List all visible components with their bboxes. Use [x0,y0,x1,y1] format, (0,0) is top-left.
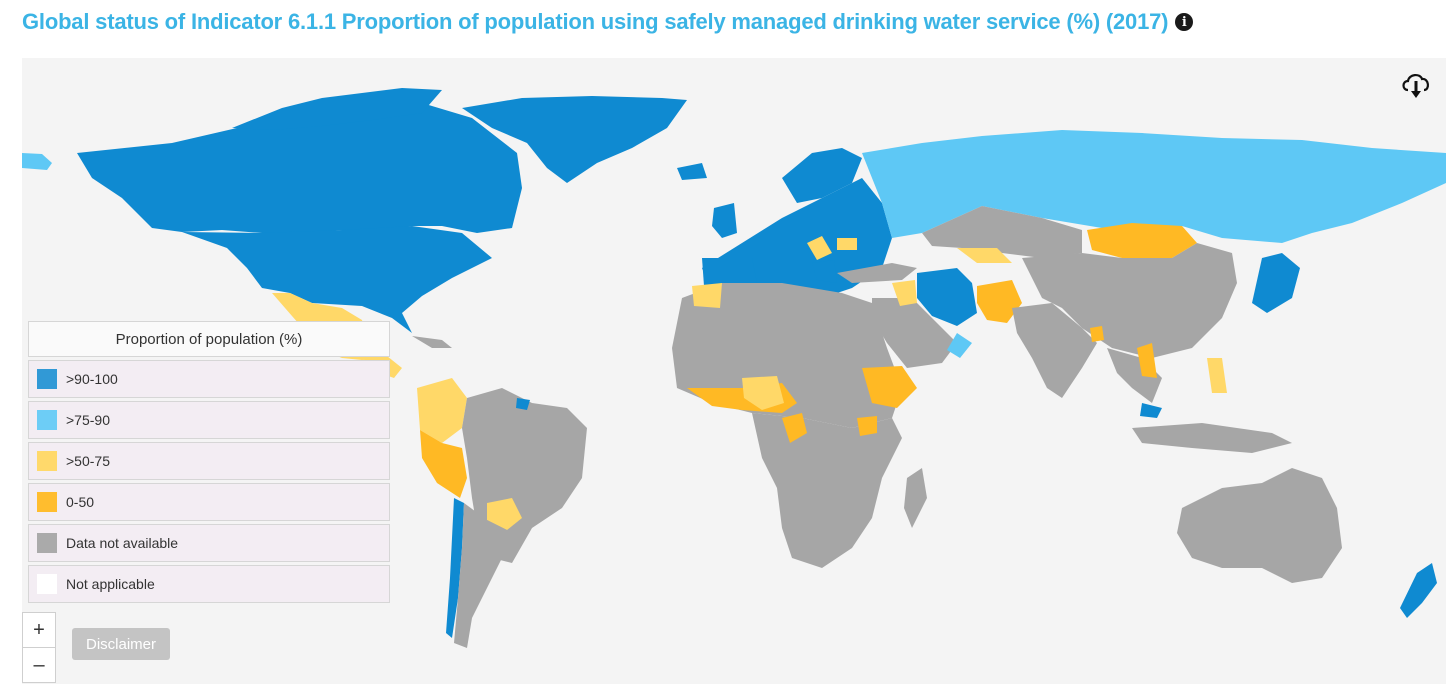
map-legend: Proportion of population (%) >90-100 >75… [28,321,390,603]
region-ethiopia[interactable] [862,366,917,408]
region-iraq[interactable] [892,280,917,306]
legend-item-high[interactable]: >75-90 [28,401,390,439]
legend-label: 0-50 [66,494,95,510]
region-alaska[interactable] [22,153,52,170]
region-turkey[interactable] [837,263,917,283]
region-greenland[interactable] [462,96,687,183]
region-canada-islands[interactable] [232,88,442,130]
cloud-download-icon[interactable] [1398,66,1434,102]
region-malaysia[interactable] [1140,403,1162,418]
page-title: Global status of Indicator 6.1.1 Proport… [22,9,1194,35]
region-chile[interactable] [446,498,464,638]
legend-swatch [37,492,57,512]
region-argentina[interactable] [454,503,507,648]
legend-item-low[interactable]: 0-50 [28,483,390,521]
legend-item-not-applicable[interactable]: Not applicable [28,565,390,603]
region-philippines[interactable] [1207,358,1227,393]
legend-swatch [37,369,57,389]
region-caribbean[interactable] [412,336,452,348]
region-kazakhstan[interactable] [922,206,1082,258]
region-australia[interactable] [1177,468,1342,583]
region-indonesia[interactable] [1132,423,1292,453]
region-canada[interactable] [77,103,522,233]
region-scandinavia[interactable] [782,148,862,203]
region-nigeria[interactable] [742,376,784,410]
region-balkans[interactable] [807,236,832,260]
region-uk[interactable] [712,203,737,238]
region-iran[interactable] [917,268,977,326]
legend-item-no-data[interactable]: Data not available [28,524,390,562]
region-southeast-asia[interactable] [1107,348,1162,403]
region-oman[interactable] [947,333,972,358]
region-usa[interactable] [182,226,492,333]
region-korea-japan[interactable] [1252,253,1300,313]
region-central-africa[interactable] [752,413,902,568]
region-paraguay[interactable] [487,498,522,530]
legend-item-medium[interactable]: >50-75 [28,442,390,480]
legend-label: Not applicable [66,576,155,592]
map-canvas[interactable] [22,58,1446,684]
info-circle-icon[interactable]: i [1175,13,1194,31]
region-cambodia[interactable] [1137,343,1157,378]
title-text: Global status of Indicator 6.1.1 Proport… [22,9,1169,34]
legend-swatch [37,533,57,553]
region-colombia[interactable] [417,378,467,443]
region-new-zealand[interactable] [1400,563,1437,618]
legend-label: >75-90 [66,412,110,428]
disclaimer-button[interactable]: Disclaimer [72,628,170,660]
region-mongolia[interactable] [1087,223,1197,258]
region-tanzania[interactable] [857,416,877,436]
legend-swatch [37,410,57,430]
region-india[interactable] [1012,303,1097,398]
region-madagascar[interactable] [904,468,927,528]
legend-label: >50-75 [66,453,110,469]
region-morocco[interactable] [692,283,722,308]
legend-swatch [37,574,57,594]
region-bangladesh[interactable] [1090,326,1104,342]
legend-title: Proportion of population (%) [28,321,390,357]
zoom-in-button[interactable]: + [33,618,45,641]
region-china[interactable] [1022,243,1237,358]
region-congo[interactable] [782,413,807,443]
world-map[interactable]: Proportion of population (%) >90-100 >75… [22,58,1446,684]
region-greece[interactable] [812,260,837,283]
zoom-out-button[interactable]: – [23,647,55,682]
region-arabia[interactable] [872,298,957,368]
region-russia[interactable] [862,130,1446,243]
legend-label: Data not available [66,535,179,551]
region-peru[interactable] [420,430,467,498]
region-iceland[interactable] [677,163,707,180]
legend-item-very-high[interactable]: >90-100 [28,360,390,398]
zoom-control: + – [22,612,56,683]
region-romania[interactable] [837,238,857,250]
region-pakistan[interactable] [977,280,1022,323]
region-uzbek[interactable] [957,248,1012,263]
legend-label: >90-100 [66,371,118,387]
region-guiana[interactable] [516,398,530,410]
legend-swatch [37,451,57,471]
